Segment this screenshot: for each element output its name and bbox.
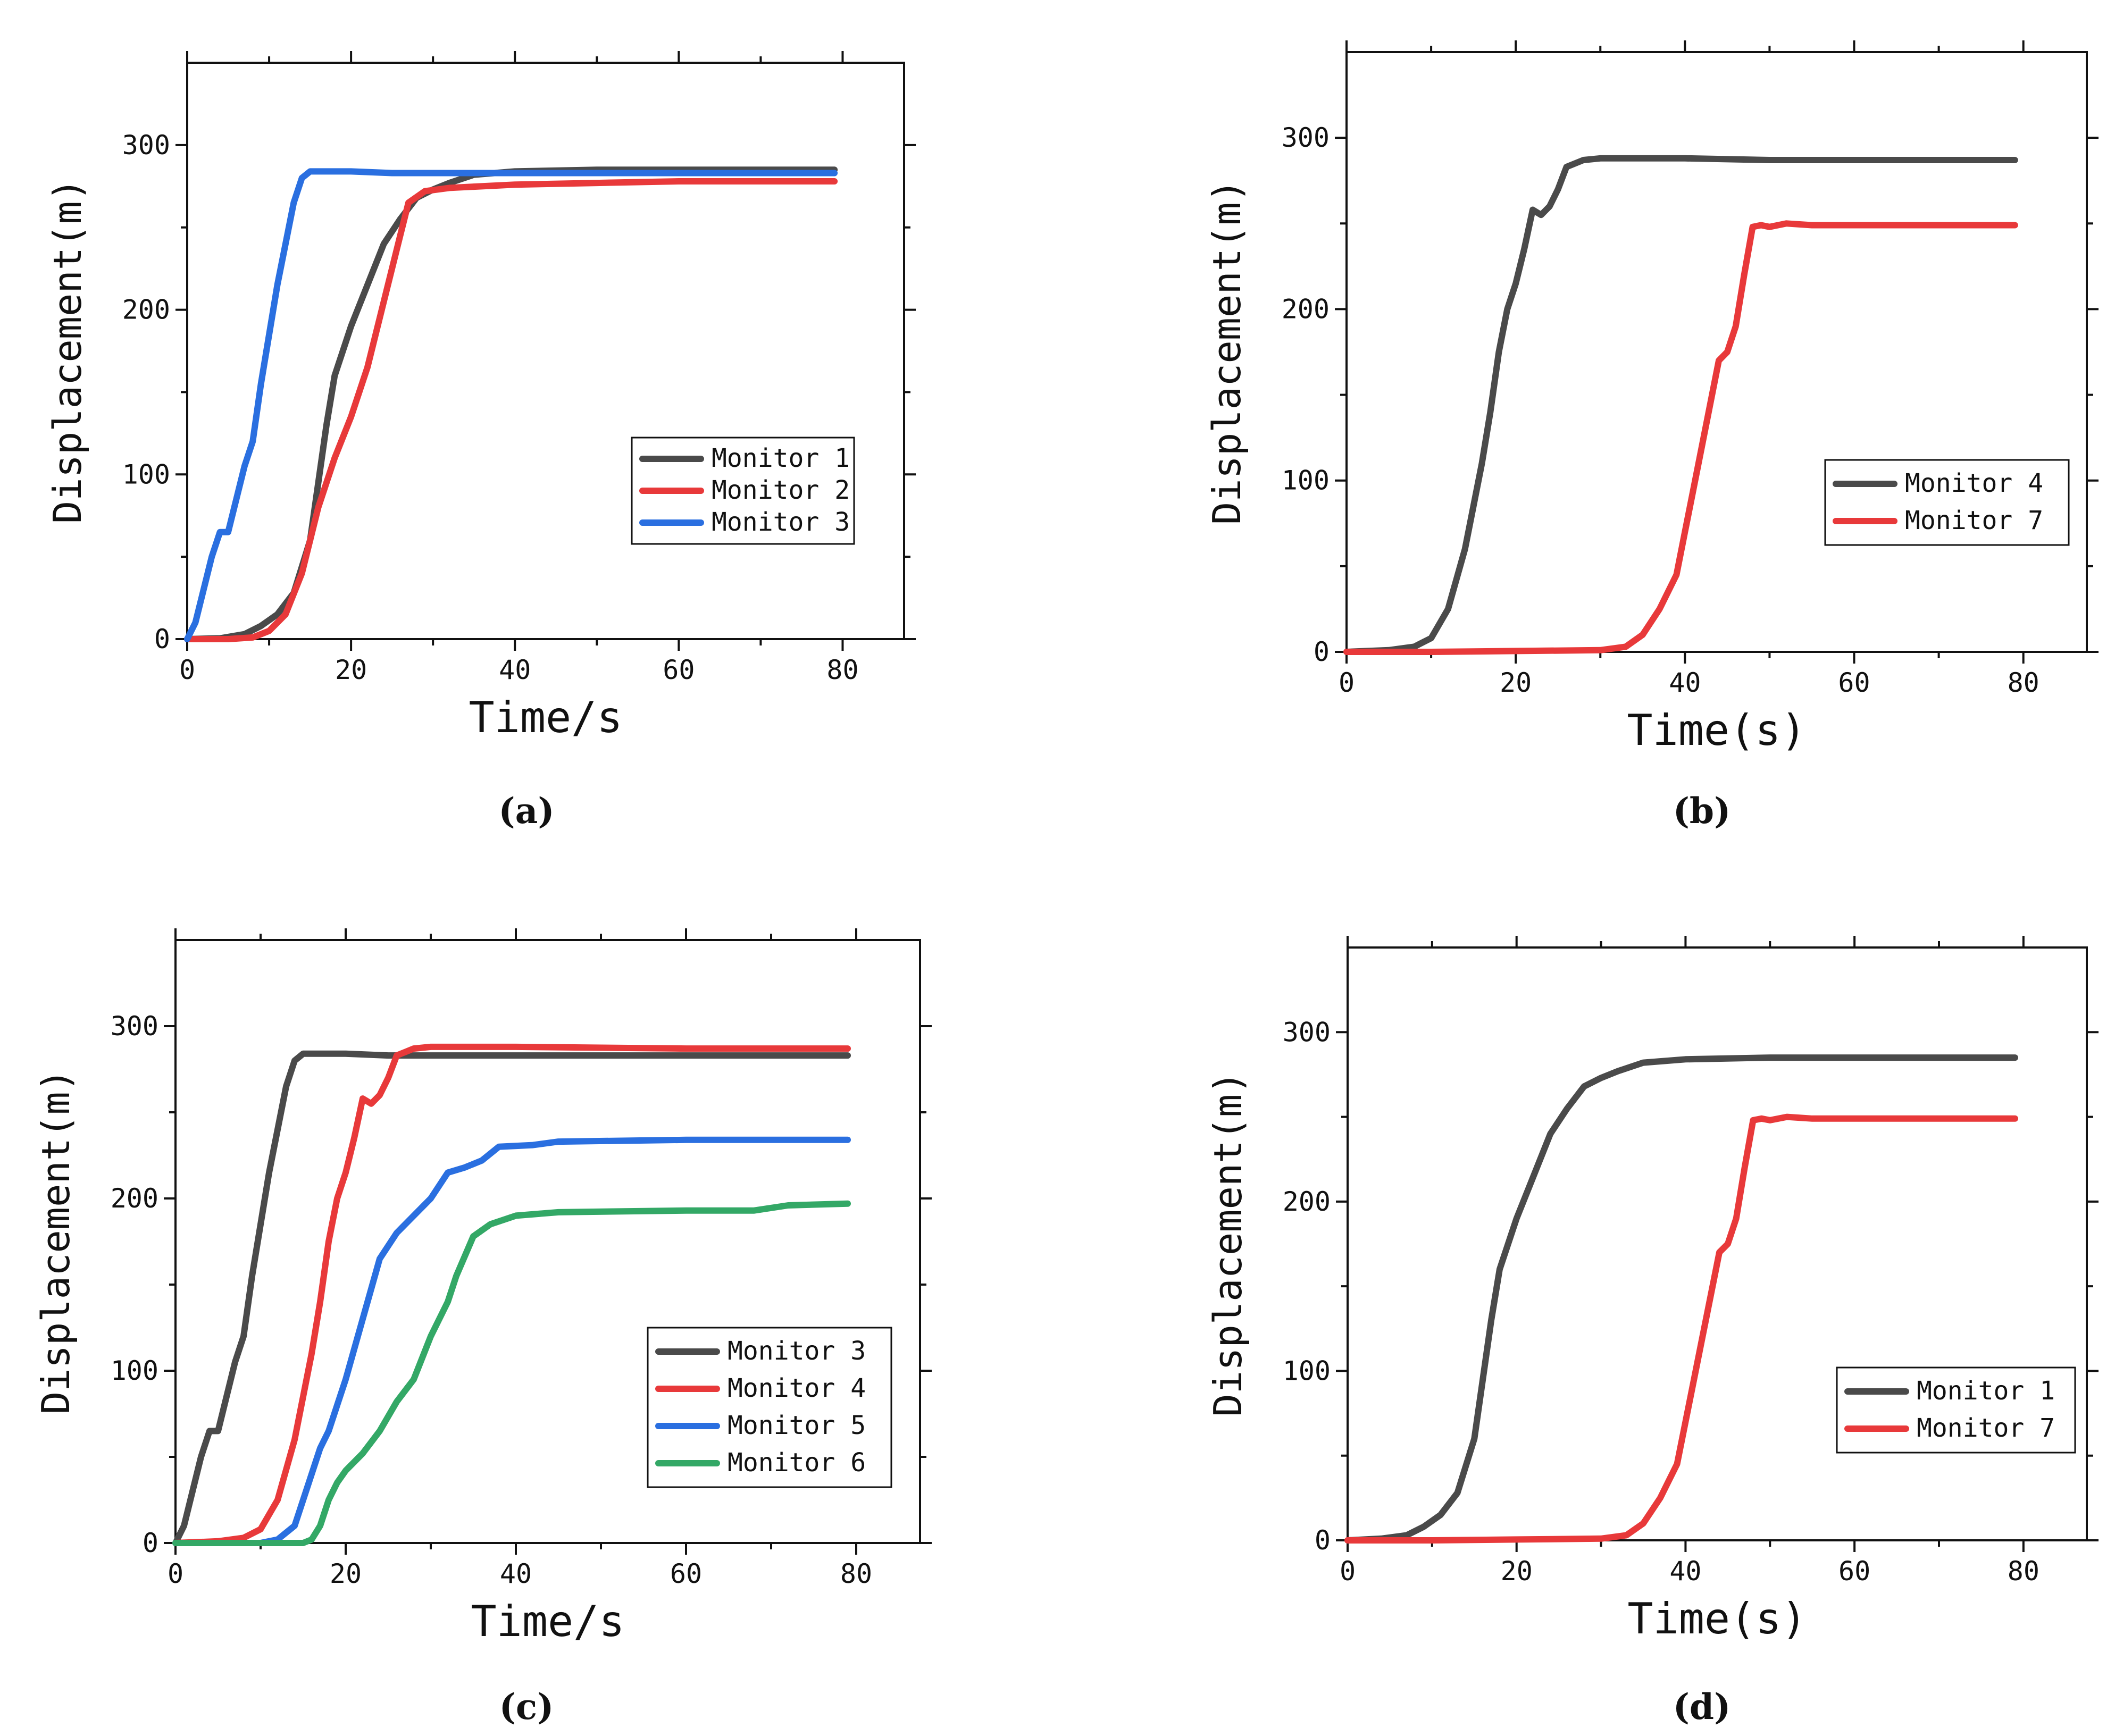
panel-caption: (b)	[1673, 790, 1731, 832]
x-tick-label: 80	[826, 655, 858, 685]
series-line-monitor-2	[184, 178, 838, 642]
y-tick-label: 300	[1283, 1017, 1331, 1047]
y-tick-label: 0	[1314, 636, 1330, 667]
legend-label: Monitor 4	[728, 1373, 866, 1403]
plot-frame	[1347, 946, 2088, 1541]
x-tick-label: 60	[1838, 667, 1870, 698]
series-line-monitor-6	[172, 1200, 851, 1546]
panel-caption: (a)	[498, 790, 554, 832]
legend-box	[1824, 459, 2070, 546]
y-tick-label: 200	[122, 295, 170, 325]
x-axis-title: Time/s	[469, 693, 623, 742]
series-line-monitor-1	[1344, 1054, 2018, 1544]
x-tick-label: 40	[1669, 1556, 1701, 1587]
x-tick-label: 0	[179, 655, 195, 685]
y-axis-title: Displacement(m)	[1205, 179, 1249, 525]
y-tick-label: 300	[1282, 122, 1330, 153]
x-tick-label: 80	[2008, 667, 2039, 698]
legend-label: Monitor 7	[1917, 1413, 2055, 1443]
x-tick-label: 60	[663, 655, 695, 685]
y-tick-label: 0	[143, 1528, 158, 1558]
x-axis-title: Time(s)	[1627, 1594, 1807, 1643]
legend-label: Monitor 6	[728, 1448, 866, 1478]
legend-label: Monitor 3	[712, 507, 850, 537]
y-axis-title: Displacement(m)	[1206, 1071, 1250, 1416]
y-tick-label: 0	[1315, 1525, 1331, 1556]
legend-label: Monitor 7	[1905, 506, 2043, 535]
legend-label: Monitor 3	[728, 1336, 866, 1366]
legend-label: Monitor 4	[1905, 468, 2043, 498]
x-tick-label: 20	[1500, 667, 1532, 698]
series-line-monitor-3	[184, 168, 838, 642]
panel-caption: (c)	[499, 1686, 554, 1727]
chart-panel-b: 0 20 40 60 80 0 100 200 300 Time(s) Displacement(m…	[1205, 40, 2099, 832]
series-line-monitor-4	[172, 1043, 851, 1546]
y-tick-label: 200	[1283, 1186, 1331, 1217]
plot-frame	[174, 939, 921, 1544]
x-axis-title: Time/s	[471, 1597, 625, 1646]
series-line-monitor-5	[172, 1136, 851, 1546]
chart-panel-a: 0 20 40 60 80 0 100 200 300 Time/s Displacement(m)…	[45, 51, 916, 832]
y-tick-label: 0	[154, 624, 170, 655]
x-tick-label: 60	[1838, 1556, 1870, 1587]
chart-panel-d: 0 20 40 60 80 0 100 200 300 Time(s) Displacement(m…	[1206, 936, 2099, 1727]
x-axis-title: Time(s)	[1627, 706, 1806, 755]
y-axis-title: Displacement(m)	[34, 1069, 78, 1414]
legend-box	[1836, 1366, 2076, 1454]
series-line-monitor-7	[1343, 220, 2018, 655]
x-tick-label: 80	[2008, 1556, 2039, 1587]
y-tick-label: 300	[111, 1011, 158, 1042]
legend-label: Monitor 5	[728, 1411, 866, 1440]
y-tick-label: 200	[111, 1183, 158, 1214]
chart-panel-c: 0 20 40 60 80 0 100 200 300 Time/s Displacement(m)…	[34, 928, 932, 1727]
series-line-monitor-3	[172, 1050, 851, 1546]
series-line-monitor-7	[1344, 1113, 2018, 1544]
x-tick-label: 20	[1501, 1556, 1533, 1587]
x-tick-label: 80	[840, 1558, 872, 1589]
legend-label: Monitor 2	[712, 475, 850, 505]
y-tick-label: 100	[1283, 1355, 1331, 1386]
y-tick-label: 300	[122, 130, 170, 161]
y-tick-label: 100	[122, 459, 170, 490]
legend-label: Monitor 1	[1917, 1376, 2055, 1406]
y-axis-title: Displacement(m)	[45, 178, 90, 524]
panel-caption: (d)	[1673, 1686, 1731, 1727]
x-tick-label: 40	[500, 1558, 532, 1589]
plot-frame	[1345, 51, 2088, 653]
y-tick-label: 200	[1282, 293, 1330, 324]
y-tick-label: 100	[1282, 465, 1330, 496]
x-tick-label: 20	[330, 1558, 362, 1589]
series-line-monitor-4	[1343, 155, 2018, 655]
x-tick-label: 0	[1339, 667, 1355, 698]
x-tick-label: 60	[670, 1558, 702, 1589]
x-tick-label: 0	[168, 1558, 183, 1589]
x-tick-label: 20	[335, 655, 367, 685]
x-tick-label: 40	[1669, 667, 1701, 698]
legend-label: Monitor 1	[712, 443, 850, 473]
x-tick-label: 40	[499, 655, 531, 685]
x-tick-label: 0	[1340, 1556, 1356, 1587]
plot-frame	[186, 62, 905, 640]
y-tick-label: 100	[111, 1355, 158, 1386]
